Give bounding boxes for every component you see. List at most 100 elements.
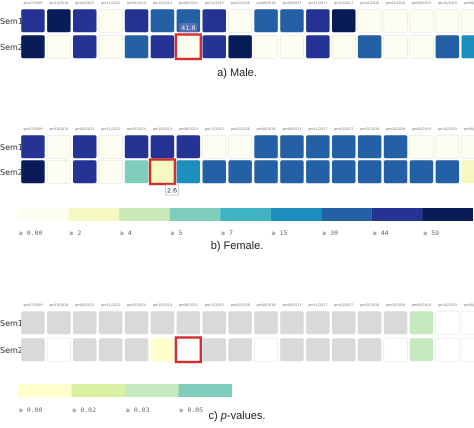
heatmap-cell[interactable]: [254, 9, 278, 33]
heatmap-cell[interactable]: [383, 160, 408, 184]
heatmap-cell[interactable]: [461, 310, 474, 335]
heatmap-cell[interactable]: [21, 160, 45, 184]
heatmap-cell[interactable]: [435, 160, 460, 184]
heatmap-cell[interactable]: [46, 337, 71, 362]
heatmap-cell[interactable]: [409, 134, 434, 159]
heatmap-cell[interactable]: [202, 35, 227, 59]
heatmap-cell[interactable]: [357, 338, 382, 362]
heatmap-cell[interactable]: [124, 35, 149, 59]
heatmap-cell[interactable]: [98, 338, 123, 362]
heatmap-cell[interactable]: [306, 35, 330, 59]
heatmap-cell[interactable]: [357, 35, 382, 59]
heatmap-cell[interactable]: [383, 34, 408, 59]
heatmap-cell[interactable]: [409, 8, 434, 33]
heatmap-cell[interactable]: [150, 311, 175, 335]
heatmap-cell[interactable]: [176, 311, 201, 335]
heatmap-cell[interactable]: [228, 134, 253, 159]
heatmap-cell[interactable]: [306, 160, 330, 184]
heatmap-cell[interactable]: [47, 9, 71, 33]
heatmap-cell[interactable]: [409, 311, 434, 335]
heatmap-cell[interactable]: [435, 8, 460, 33]
heatmap-cell[interactable]: [73, 9, 97, 33]
heatmap-cell[interactable]: [150, 338, 175, 362]
heatmap-cell[interactable]: [306, 135, 330, 159]
heatmap-cell[interactable]: [21, 338, 45, 362]
heatmap-cell[interactable]: [254, 311, 278, 335]
heatmap-cell[interactable]: [306, 338, 330, 362]
heatmap-cell[interactable]: [73, 135, 97, 159]
heatmap-cell[interactable]: [280, 135, 304, 159]
heatmap-cell[interactable]: [46, 159, 71, 184]
heatmap-cell[interactable]: [461, 134, 474, 159]
heatmap-cell[interactable]: [383, 337, 408, 362]
heatmap-cell[interactable]: [21, 311, 45, 335]
heatmap-cell[interactable]: [228, 35, 252, 59]
heatmap-cell[interactable]: [279, 34, 305, 59]
heatmap-cell[interactable]: [73, 311, 97, 335]
heatmap-cell[interactable]: [332, 135, 356, 159]
heatmap-cell[interactable]: [202, 311, 227, 335]
heatmap-cell[interactable]: [332, 311, 356, 335]
heatmap-cell[interactable]: [228, 338, 252, 362]
heatmap-cell[interactable]: [357, 311, 382, 335]
heatmap-cell[interactable]: [357, 160, 382, 184]
heatmap-cell[interactable]: [98, 134, 123, 159]
heatmap-cell[interactable]: [124, 311, 149, 335]
heatmap-cell[interactable]: [176, 160, 201, 184]
heatmap-cell[interactable]: [332, 160, 356, 184]
heatmap-cell[interactable]: [98, 34, 123, 59]
heatmap-cell[interactable]: [228, 8, 253, 33]
heatmap-cell[interactable]: [98, 159, 123, 184]
heatmap-cell[interactable]: [46, 134, 71, 159]
heatmap-cell[interactable]: [357, 8, 382, 33]
heatmap-cell[interactable]: [383, 311, 408, 335]
heatmap-cell[interactable]: [150, 9, 175, 33]
heatmap-cell[interactable]: [280, 9, 304, 33]
heatmap-cell[interactable]: [21, 9, 45, 33]
heatmap-cell[interactable]: [73, 160, 97, 184]
heatmap-cell[interactable]: [21, 135, 45, 159]
heatmap-cell[interactable]: [202, 134, 227, 159]
heatmap-cell[interactable]: [332, 9, 356, 33]
heatmap-cell[interactable]: [409, 160, 434, 184]
heatmap-cell[interactable]: [202, 9, 227, 33]
heatmap-cell[interactable]: [435, 134, 460, 159]
heatmap-cell[interactable]: [461, 337, 474, 362]
heatmap-cell[interactable]: [124, 135, 149, 159]
heatmap-cell[interactable]: [124, 338, 149, 362]
heatmap-cell[interactable]: [176, 337, 201, 362]
heatmap-cell[interactable]: [357, 135, 382, 159]
heatmap-cell[interactable]: [150, 35, 175, 59]
heatmap-cell[interactable]: [228, 311, 252, 335]
heatmap-cell[interactable]: [150, 160, 175, 184]
heatmap-cell[interactable]: [254, 337, 279, 362]
heatmap-cell[interactable]: [331, 34, 356, 59]
heatmap-cell[interactable]: [73, 35, 97, 59]
heatmap-cell[interactable]: [73, 338, 97, 362]
heatmap-cell[interactable]: [21, 35, 45, 59]
heatmap-cell[interactable]: [98, 8, 123, 33]
heatmap-cell[interactable]: [383, 8, 408, 33]
heatmap-cell[interactable]: [98, 311, 123, 335]
heatmap-cell[interactable]: [461, 35, 474, 59]
heatmap-cell[interactable]: [461, 8, 474, 33]
heatmap-cell[interactable]: [280, 338, 304, 362]
heatmap-cell[interactable]: [202, 338, 227, 362]
heatmap-cell[interactable]: [124, 160, 149, 184]
heatmap-cell[interactable]: [202, 160, 227, 184]
heatmap-cell[interactable]: [47, 311, 71, 335]
heatmap-cell[interactable]: [280, 160, 304, 184]
heatmap-cell[interactable]: [176, 135, 201, 159]
heatmap-cell[interactable]: [409, 338, 434, 362]
heatmap-cell[interactable]: [280, 311, 304, 335]
heatmap-cell[interactable]: [306, 311, 330, 335]
heatmap-cell[interactable]: [461, 160, 474, 184]
heatmap-cell[interactable]: [254, 135, 278, 159]
heatmap-cell[interactable]: [435, 337, 460, 362]
heatmap-cell[interactable]: [435, 310, 460, 335]
heatmap-cell[interactable]: [228, 160, 252, 184]
heatmap-cell[interactable]: [435, 35, 460, 59]
heatmap-cell[interactable]: [46, 34, 71, 59]
heatmap-cell[interactable]: [306, 9, 330, 33]
heatmap-cell[interactable]: [254, 160, 278, 184]
